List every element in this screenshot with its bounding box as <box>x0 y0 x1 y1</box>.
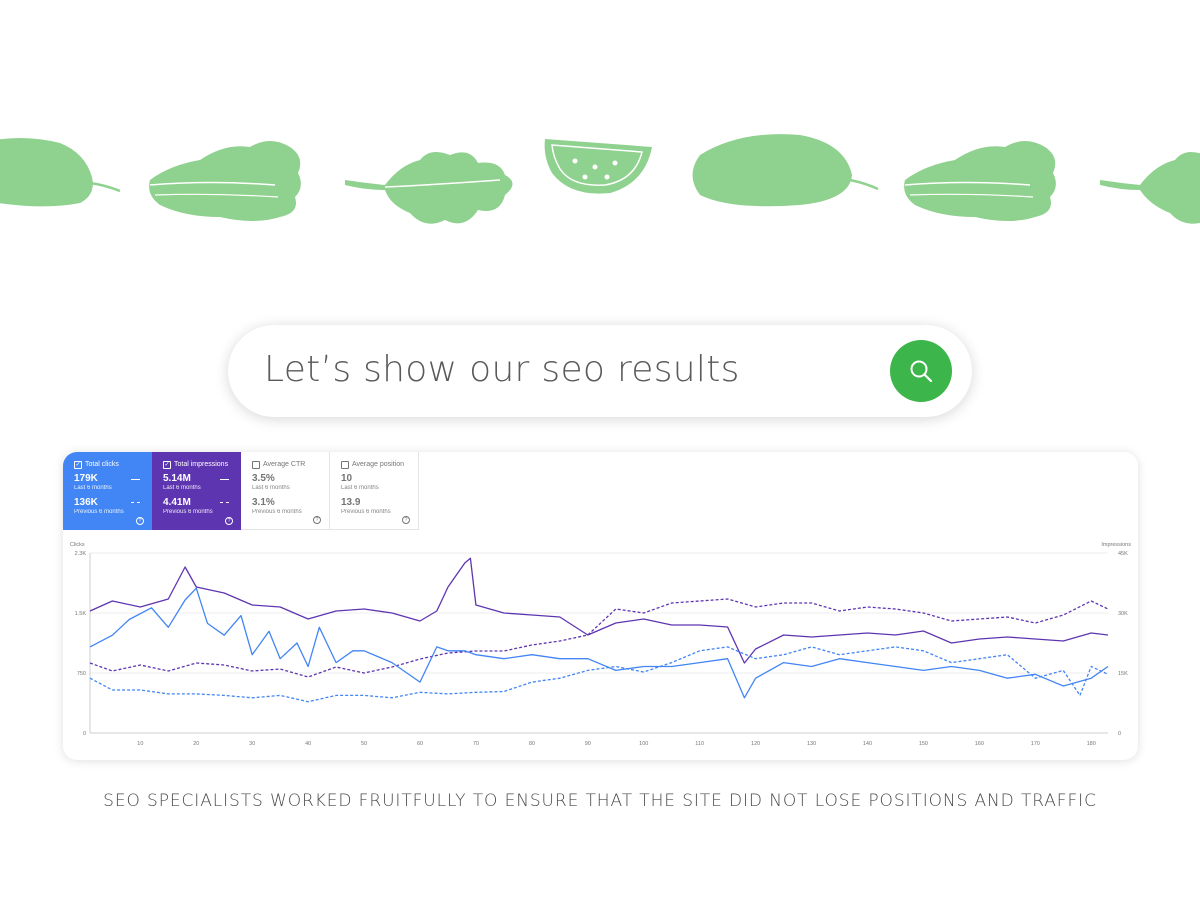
metric-previous-period: Previous 6 months <box>341 509 391 515</box>
metric-average-ctr[interactable]: Average CTR 3.5% Last 6 months 3.1% Prev… <box>241 452 330 530</box>
left-tick-label: 1.5K <box>75 611 87 617</box>
metric-previous-period: Previous 6 months <box>163 509 213 515</box>
metric-value: 3.5% <box>252 473 275 484</box>
checkbox-icon[interactable] <box>341 460 349 469</box>
metric-average-position[interactable]: Average position 10 Last 6 months 13.9 P… <box>330 452 419 530</box>
metric-label: Average position <box>352 461 405 468</box>
help-icon[interactable]: ? <box>136 517 144 525</box>
metric-period: Last 6 months <box>341 485 379 491</box>
x-tick-label: 170 <box>1031 741 1040 747</box>
metric-label: Total impressions <box>174 461 229 468</box>
help-icon[interactable]: ? <box>402 516 410 524</box>
melon-slice-icon <box>544 139 652 194</box>
metric-previous-value: 3.1% <box>252 497 275 508</box>
dashed-line-legend-icon <box>220 502 229 503</box>
lettuce-icon <box>904 141 1056 221</box>
x-tick-label: 160 <box>975 741 984 747</box>
metric-previous-period: Previous 6 months <box>252 509 302 515</box>
metric-previous-value: 4.41M <box>163 497 191 508</box>
left-tick-label: 750 <box>77 671 86 677</box>
x-tick-label: 120 <box>751 741 760 747</box>
metric-period: Last 6 months <box>252 485 290 491</box>
metric-label: Average CTR <box>263 461 306 468</box>
checkbox-icon[interactable] <box>252 460 260 469</box>
metric-previous-value: 136K <box>74 497 98 508</box>
search-bar[interactable]: Let’s show our seo results <box>228 325 972 417</box>
x-tick-label: 100 <box>639 741 648 747</box>
caption: SEO SPECIALISTS WORKED FRUITFULLY TO ENS… <box>103 791 1097 811</box>
x-tick-label: 50 <box>361 741 367 747</box>
left-axis-label: Clicks <box>70 542 85 548</box>
cucumber-icon <box>0 138 121 207</box>
metric-value: 179K <box>74 473 98 484</box>
series-line-impressions-previous <box>89 598 1109 678</box>
metric-period: Last 6 months <box>163 485 201 491</box>
metric-total-clicks[interactable]: ✓ Total clicks 179K Last 6 months 136K Pr… <box>63 452 152 530</box>
checkbox-icon[interactable]: ✓ <box>163 460 171 469</box>
metric-previous-period: Previous 6 months <box>74 509 124 515</box>
vegetable-banner <box>0 125 1200 240</box>
right-tick-label: 0 <box>1118 731 1121 737</box>
x-tick-label: 60 <box>417 741 423 747</box>
solid-line-legend-icon <box>131 479 140 480</box>
x-tick-label: 150 <box>919 741 928 747</box>
right-tick-label: 30K <box>1118 611 1128 617</box>
x-tick-label: 110 <box>695 741 704 747</box>
x-tick-label: 130 <box>807 741 816 747</box>
series-line-impressions-current <box>89 557 1109 664</box>
metric-previous-value: 13.9 <box>341 497 361 508</box>
checkbox-icon[interactable]: ✓ <box>74 460 82 469</box>
left-tick-label: 0 <box>83 731 86 737</box>
left-tick-label: 2.3K <box>75 551 87 557</box>
performance-chart: 2.3K 1.5K 750 0 45K 30K 15K 0 Clicks Impressions 1… <box>70 542 1131 747</box>
x-tick-label: 20 <box>193 741 199 747</box>
x-tick-label: 90 <box>585 741 591 747</box>
x-tick-label: 40 <box>305 741 311 747</box>
metric-value: 10 <box>341 473 353 484</box>
x-tick-label: 80 <box>529 741 535 747</box>
metric-label: Total clicks <box>85 461 119 468</box>
series-line-clicks-previous <box>89 646 1109 703</box>
search-query-text[interactable]: Let’s show our seo results <box>264 349 740 390</box>
metric-total-impressions[interactable]: ✓ Total impressions 5.14M Last 6 months 4… <box>152 452 241 530</box>
right-tick-label: 15K <box>1118 671 1128 677</box>
x-tick-label: 180 <box>1087 741 1096 747</box>
search-button[interactable] <box>890 340 952 402</box>
help-icon[interactable]: ? <box>225 517 233 525</box>
right-tick-label: 45K <box>1118 551 1128 557</box>
right-axis-label: Impressions <box>1101 542 1131 548</box>
x-tick-label: 70 <box>473 741 479 747</box>
search-icon <box>910 360 933 383</box>
metric-period: Last 6 months <box>74 485 112 491</box>
eggplant-icon <box>692 134 879 207</box>
dashed-line-legend-icon <box>131 502 140 503</box>
leaf-icon <box>345 151 513 224</box>
performance-card: ✓ Total clicks 179K Last 6 months 136K Pr… <box>63 452 1138 760</box>
series-line-clicks-current <box>89 587 1109 699</box>
x-tick-label: 30 <box>249 741 255 747</box>
help-icon[interactable]: ? <box>313 516 321 524</box>
solid-line-legend-icon <box>220 479 229 480</box>
leaf-icon <box>1100 151 1200 224</box>
x-tick-label: 140 <box>863 741 872 747</box>
lettuce-icon <box>149 141 301 221</box>
x-tick-label: 10 <box>137 741 143 747</box>
metric-value: 5.14M <box>163 473 191 484</box>
